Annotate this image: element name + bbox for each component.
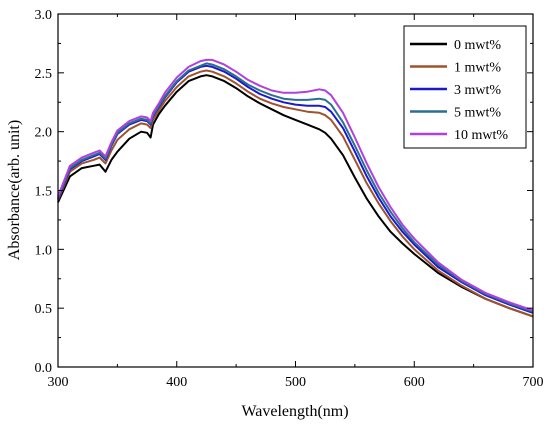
legend-label: 1 mwt% <box>454 61 501 76</box>
x-tick-label: 600 <box>404 375 425 390</box>
y-tick-label: 0.5 <box>35 302 53 317</box>
x-tick-label: 400 <box>166 375 187 390</box>
series-line <box>57 69 534 318</box>
x-tick-label: 500 <box>285 375 306 390</box>
y-axis-title: Absorbance(arb. unit) <box>6 120 23 260</box>
y-tick-label: 2.5 <box>35 67 53 82</box>
y-tick-label: 1.0 <box>35 243 53 258</box>
legend: 0 mwt% 1 mwt% 3 mwt% 5 mwt% 10 mwt% <box>403 25 527 149</box>
series-line <box>57 74 534 318</box>
y-tick-label: 1.5 <box>35 185 53 200</box>
ticks-layer: 300 400 500 600 700 0.0 0.5 1.0 1.5 2.0 2.5 3.0 <box>35 8 544 390</box>
y-tick-label: 3.0 <box>35 8 53 23</box>
y-tick-label: 0.0 <box>35 361 53 376</box>
x-tick-label: 300 <box>48 375 69 390</box>
legend-label: 10 mwt% <box>454 128 508 143</box>
legend-label: 3 mwt% <box>454 83 501 98</box>
x-tick-label: 700 <box>523 375 544 390</box>
legend-label: 0 mwt% <box>454 38 501 53</box>
x-axis-title: Wavelength(nm) <box>241 403 348 420</box>
y-tick-label: 2.0 <box>35 126 53 141</box>
series-line <box>57 62 534 313</box>
legend-box <box>403 25 527 149</box>
legend-label: 5 mwt% <box>454 106 501 121</box>
series-layer <box>57 58 534 318</box>
series-line <box>57 58 534 312</box>
